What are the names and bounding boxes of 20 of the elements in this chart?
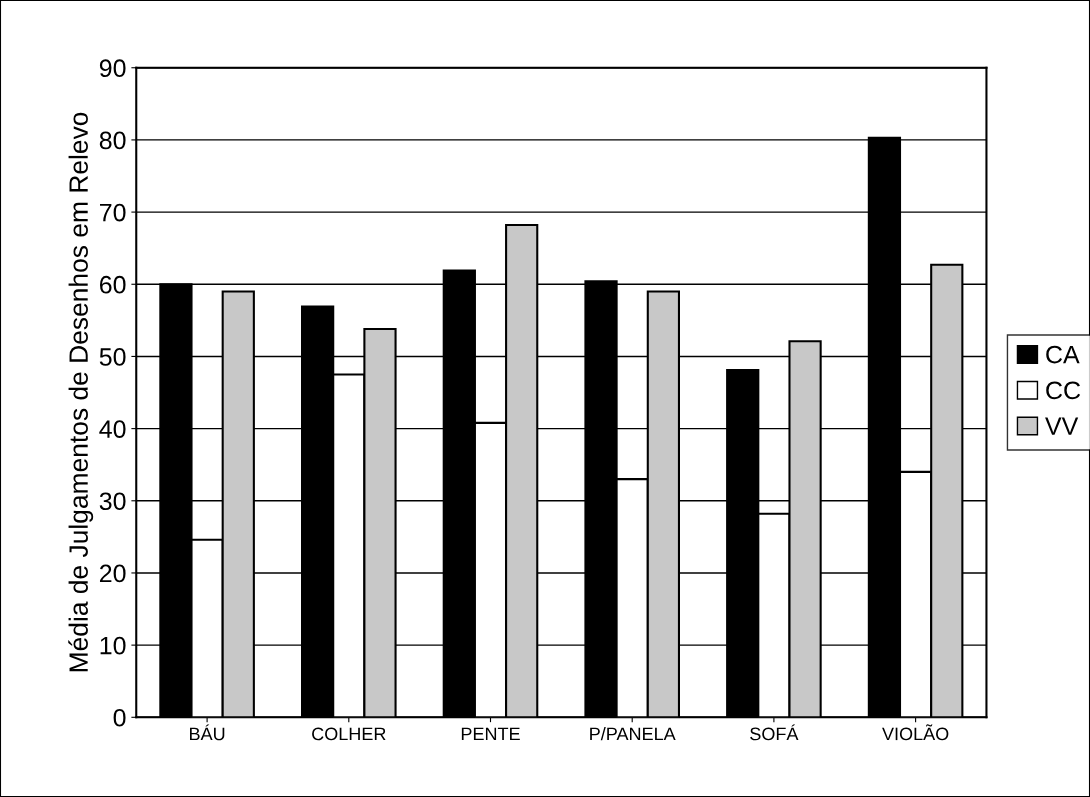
y-tick-label: 20 bbox=[99, 564, 126, 583]
y-tick-label: 10 bbox=[100, 636, 126, 655]
legend-label: CC bbox=[1046, 381, 1081, 400]
x-tick-label: BÁU bbox=[190, 724, 225, 741]
y-tick-label: 50 bbox=[99, 348, 126, 366]
legend-label: CA bbox=[1046, 345, 1080, 364]
y-tick-label: 40 bbox=[99, 420, 126, 438]
y-tick-label: 70 bbox=[100, 203, 126, 222]
y-axis-title: Média de Julgamentos de Desenhos em Relevo bbox=[68, 112, 94, 672]
x-tick-label: VIOLÃO bbox=[882, 724, 949, 741]
x-tick-label: SOFÁ bbox=[750, 724, 799, 741]
x-tick-label: COLHER bbox=[312, 727, 386, 741]
y-tick-label: 90 bbox=[99, 59, 126, 78]
legend-label: VV bbox=[1045, 417, 1079, 435]
y-tick-label: 30 bbox=[99, 492, 126, 511]
x-tick-label: PENTE bbox=[461, 727, 520, 741]
y-tick-label: 80 bbox=[99, 131, 126, 150]
x-tick-label: P/PANELA bbox=[590, 727, 676, 741]
y-tick-label: 0 bbox=[113, 708, 126, 727]
y-tick-label: 60 bbox=[99, 275, 126, 294]
